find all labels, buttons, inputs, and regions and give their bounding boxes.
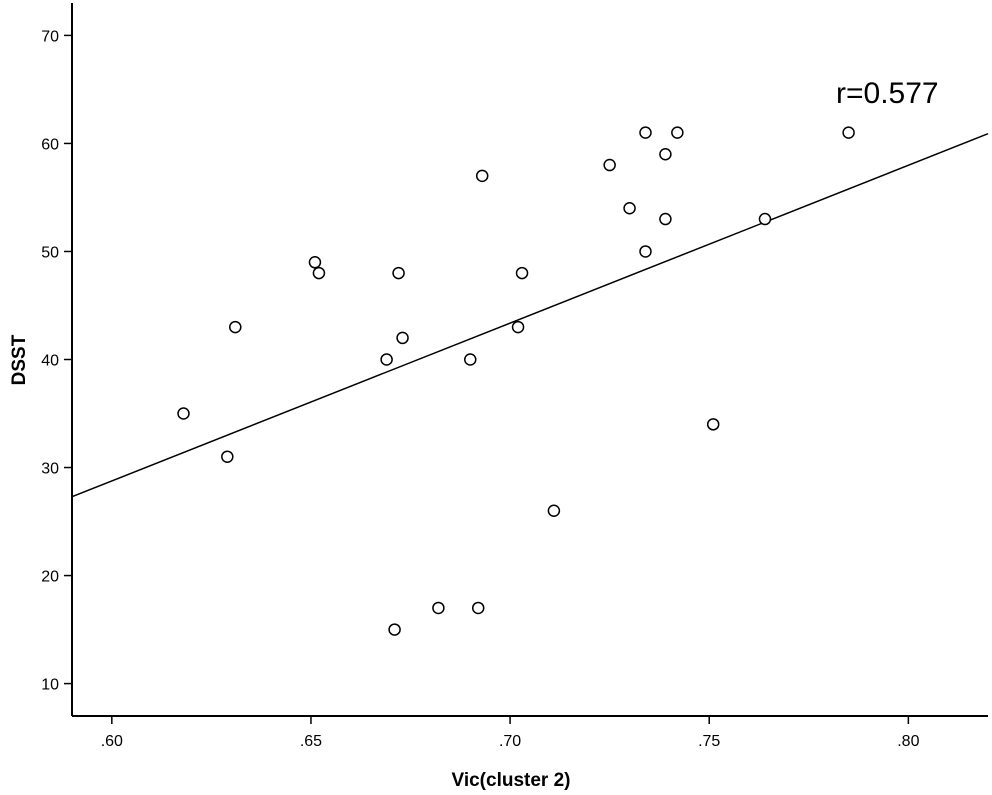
data-point [312, 266, 326, 280]
data-point [639, 245, 652, 258]
y-axis-title: DSST [9, 334, 30, 385]
data-point [511, 320, 525, 334]
data-point [229, 320, 242, 334]
data-point [396, 331, 409, 345]
y-tick-label: 60 [41, 136, 59, 153]
data-point [547, 504, 561, 517]
data-point [758, 212, 772, 226]
data-point [842, 126, 855, 139]
x-tick-label: .75 [698, 733, 720, 750]
y-tick-label: 70 [41, 28, 59, 45]
y-tick-label: 10 [41, 677, 59, 694]
data-point [221, 450, 234, 463]
data-points [177, 126, 855, 636]
data-point [464, 353, 477, 366]
data-point [659, 147, 672, 161]
y-tick-label: 30 [41, 461, 59, 478]
y-tick-label: 50 [41, 244, 59, 261]
data-point [515, 266, 529, 280]
data-point [659, 212, 672, 226]
x-tick-label: .65 [300, 733, 322, 750]
data-point [308, 256, 322, 269]
regression-line [71, 133, 989, 498]
data-point [603, 158, 616, 172]
y-tick-label: 20 [41, 569, 59, 586]
x-tick-label: .60 [101, 733, 123, 750]
y-tick-label: 40 [41, 353, 59, 370]
correlation-annotation: r=0.577 [836, 77, 939, 110]
data-point [706, 418, 720, 431]
data-point [380, 353, 393, 366]
data-point [388, 623, 401, 636]
x-tick-label: .70 [499, 733, 521, 750]
x-tick-label: .80 [897, 733, 919, 750]
data-point [639, 126, 652, 139]
tick-labels: .60 .65 .70 .75 .80 10 20 30 40 50 60 70 [41, 28, 919, 750]
data-point [432, 601, 445, 615]
data-point [471, 601, 485, 615]
data-point [623, 202, 636, 215]
data-point [475, 169, 489, 183]
ticks [64, 34, 910, 724]
data-point [392, 266, 405, 280]
x-axis-title: Vic(cluster 2) [452, 770, 571, 791]
data-point [177, 407, 190, 420]
data-point [671, 126, 684, 139]
